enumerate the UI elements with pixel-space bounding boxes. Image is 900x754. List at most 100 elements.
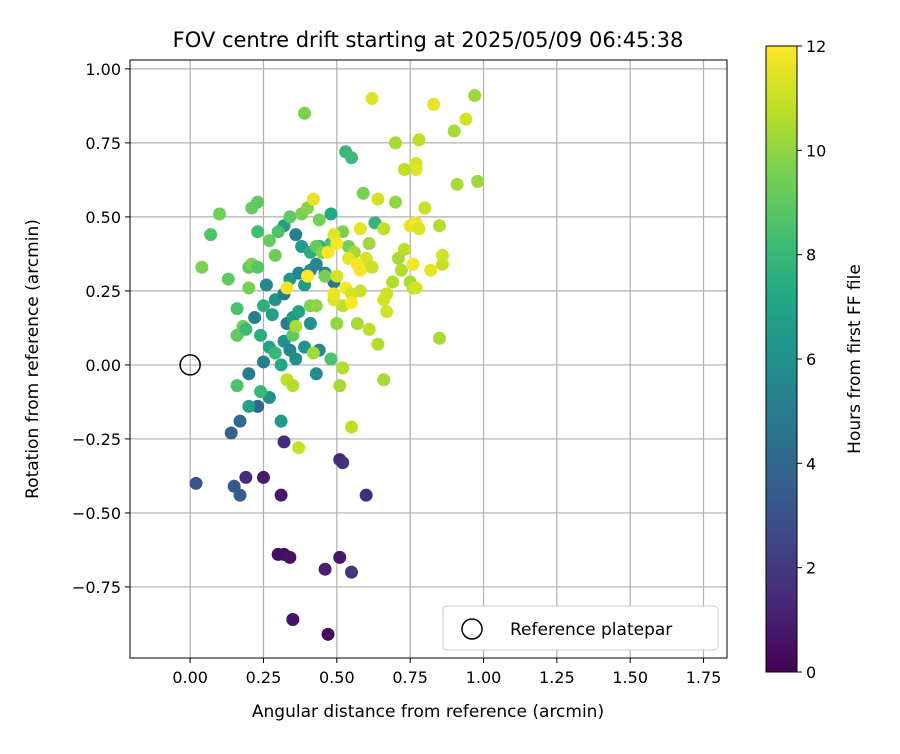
data-point — [371, 337, 385, 351]
colorbar-gradient — [765, 45, 798, 673]
data-point — [239, 470, 253, 484]
data-point — [251, 225, 265, 239]
data-point — [333, 379, 347, 393]
x-tick-label: 1.50 — [612, 668, 648, 687]
data-point — [318, 269, 332, 283]
data-point — [380, 305, 394, 319]
data-point — [459, 112, 473, 126]
data-point — [359, 488, 373, 502]
data-point — [321, 627, 335, 641]
data-point — [377, 293, 391, 307]
x-tick-label: 0.00 — [172, 668, 208, 687]
data-point — [274, 488, 288, 502]
grid-lines — [130, 60, 727, 658]
data-point — [388, 195, 402, 209]
data-point — [397, 242, 411, 256]
data-point — [388, 136, 402, 150]
data-point — [268, 248, 282, 262]
data-point — [298, 106, 312, 120]
data-point — [242, 399, 256, 413]
colorbar-tick-label: 12 — [806, 37, 826, 56]
data-point — [256, 299, 270, 313]
x-tick-label: 1.25 — [539, 668, 575, 687]
x-tick-label: 0.50 — [319, 668, 355, 687]
data-point — [362, 237, 376, 251]
data-point — [256, 355, 270, 369]
data-point — [309, 257, 323, 271]
data-point — [386, 275, 400, 289]
data-point — [344, 151, 358, 165]
data-point — [292, 441, 306, 455]
y-tick-label: 0.25 — [85, 282, 121, 301]
data-point — [309, 299, 323, 313]
data-point — [330, 269, 344, 283]
data-point — [450, 177, 464, 191]
data-point — [412, 133, 426, 147]
plot-area: 0.00 0.25 0.50 0.75 1.00 1.25 1.50 1.75 1.00 0.7… — [72, 59, 728, 687]
data-point — [394, 263, 408, 277]
x-tick-label: 1.00 — [466, 668, 502, 687]
data-point — [324, 352, 338, 366]
reference-marker — [179, 354, 201, 376]
x-tick-label: 0.75 — [392, 668, 428, 687]
data-point — [195, 260, 209, 274]
data-point — [330, 237, 344, 251]
data-point — [356, 186, 370, 200]
data-point — [289, 352, 303, 366]
data-point — [327, 287, 341, 301]
data-point — [324, 207, 338, 221]
data-point — [254, 385, 268, 399]
data-point — [300, 269, 314, 283]
data-point — [377, 222, 391, 236]
data-point — [397, 163, 411, 177]
data-point — [254, 328, 268, 342]
data-point — [362, 322, 376, 336]
x-axis-label: Angular distance from reference (arcmin) — [252, 702, 604, 722]
data-point — [333, 550, 347, 564]
colorbar-tick-label: 2 — [806, 559, 816, 578]
data-point — [289, 319, 303, 333]
data-point — [262, 234, 276, 248]
y-axis-ticks: 1.00 0.75 0.50 0.25 0.00 −0.25 −0.50 −0.75 — [72, 60, 130, 597]
data-point — [447, 124, 461, 138]
plot-frame — [129, 59, 728, 659]
data-point — [230, 379, 244, 393]
x-axis-ticks: 0.00 0.25 0.50 0.75 1.00 1.25 1.50 1.75 — [172, 658, 721, 687]
y-tick-label: 0.00 — [85, 356, 121, 375]
data-point — [286, 379, 300, 393]
data-point — [344, 287, 358, 301]
data-point — [274, 358, 288, 372]
data-point — [435, 257, 449, 271]
data-point — [350, 316, 364, 330]
colorbar-tick-label: 4 — [806, 454, 816, 473]
data-point — [306, 192, 320, 206]
data-point — [271, 225, 285, 239]
y-tick-label: −0.75 — [72, 578, 121, 597]
y-tick-label: 1.00 — [85, 60, 121, 79]
data-point — [283, 210, 297, 224]
data-point — [277, 435, 291, 449]
data-point — [268, 346, 282, 360]
data-point — [350, 257, 364, 271]
data-point — [365, 260, 379, 274]
data-point — [318, 562, 332, 576]
legend: Reference platepar — [442, 605, 719, 651]
data-point — [435, 248, 449, 262]
data-point — [371, 192, 385, 206]
data-point — [365, 91, 379, 105]
data-point — [412, 222, 426, 236]
data-point — [344, 296, 358, 310]
y-axis-label: Rotation from reference (arcmin) — [23, 219, 43, 499]
colorbar-tick-label: 10 — [806, 141, 826, 160]
y-tick-label: −0.50 — [72, 504, 121, 523]
data-point — [274, 414, 288, 428]
x-tick-label: 0.25 — [246, 668, 282, 687]
data-point — [433, 331, 447, 345]
y-tick-label: 0.50 — [85, 208, 121, 227]
legend-label: Reference platepar — [510, 620, 672, 640]
data-points — [189, 89, 485, 641]
data-point — [233, 488, 247, 502]
data-point — [286, 613, 300, 627]
y-tick-label: −0.25 — [72, 430, 121, 449]
